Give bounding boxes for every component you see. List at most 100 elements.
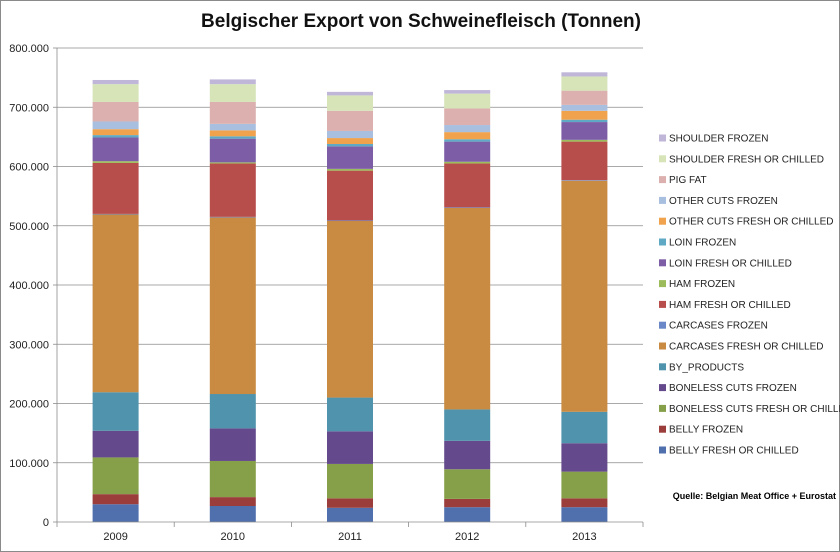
legend-swatch	[659, 363, 666, 371]
bar-segment	[561, 76, 608, 91]
bar-segment	[444, 125, 491, 133]
legend-swatch	[659, 134, 666, 142]
bar-segment	[444, 163, 491, 208]
bar-segment	[444, 409, 491, 441]
bar-segment	[92, 494, 139, 505]
bar-segment	[444, 507, 491, 522]
bar-segment	[327, 507, 373, 522]
legend-swatch	[659, 217, 666, 225]
bar-segment	[561, 90, 608, 105]
bar-segment	[561, 72, 608, 77]
bar-segment	[327, 168, 373, 171]
bar-segment	[561, 443, 608, 472]
legend-label: SHOULDER FRESH OR CHILLED	[669, 154, 824, 165]
bar-segment	[209, 130, 256, 137]
bar-segment	[92, 457, 139, 495]
bar-segment	[561, 507, 608, 522]
bar-segment	[444, 469, 491, 499]
y-tick-label: 600.000	[9, 162, 49, 174]
bar-segment	[92, 161, 139, 163]
legend-swatch	[659, 300, 666, 308]
y-tick-label: 300.000	[9, 339, 49, 351]
legend-swatch	[659, 404, 666, 412]
bar-segment	[327, 220, 373, 222]
bar-segment	[92, 137, 139, 162]
legend-swatch	[659, 321, 666, 329]
legend-label: SHOULDER FROZEN	[669, 134, 768, 145]
bar-segment	[444, 207, 491, 208]
bar-segment	[209, 497, 256, 507]
bar-segment	[209, 136, 256, 139]
bar-segment	[561, 122, 608, 140]
bar-segment	[92, 129, 139, 136]
bar-segment	[209, 217, 256, 395]
legend: BELLY FRESH OR CHILLED BELLY FROZEN BONELE…	[659, 134, 840, 457]
bar-segment	[209, 101, 256, 124]
bar-segment	[92, 121, 139, 130]
bar-segment	[561, 411, 608, 444]
legend-swatch	[659, 176, 666, 184]
x-tick-label: 2011	[338, 531, 362, 543]
bar-segment	[92, 79, 139, 85]
bar-segment	[327, 221, 373, 398]
x-tick-label: 2012	[455, 531, 479, 543]
bar-segment	[209, 216, 256, 218]
bar-segment	[444, 440, 491, 470]
chart-title: Belgischer Export von Schweinefleisch (T…	[201, 11, 641, 32]
y-axis-ticks: 0 100.000 200.000 300.000 400.000 500.000 600.…	[9, 43, 57, 529]
bar-segment	[327, 170, 373, 221]
legend-swatch	[659, 259, 666, 267]
legend-label: HAM FRESH OR CHILLED	[669, 300, 791, 311]
bar-segment	[327, 130, 373, 139]
bar-segment	[444, 108, 491, 126]
bar-segment	[561, 471, 608, 499]
bar-segment	[444, 207, 491, 410]
bars	[92, 72, 608, 522]
bar-segment	[92, 430, 139, 458]
legend-swatch	[659, 425, 666, 433]
legend-swatch	[659, 342, 666, 350]
bar-segment	[92, 392, 139, 431]
bar-segment	[561, 139, 608, 142]
bar-segment	[209, 428, 256, 461]
bar-segment	[444, 141, 491, 162]
bar-segment	[92, 504, 139, 522]
bar-segment	[327, 138, 373, 144]
legend-label: BY_PRODUCTS	[669, 362, 744, 373]
bar-segment	[561, 141, 608, 181]
bar-segment	[92, 84, 139, 102]
bar-segment	[561, 180, 608, 412]
legend-label: OTHER CUTS FROZEN	[669, 196, 778, 207]
y-tick-label: 0	[43, 517, 49, 529]
bar-segment	[327, 110, 373, 131]
bar-segment	[561, 110, 608, 120]
bar-segment	[444, 93, 491, 109]
legend-label: LOIN FRESH OR CHILLED	[669, 258, 792, 269]
bar-segment	[209, 506, 256, 522]
legend-label: OTHER CUTS FRESH OR CHILLED	[669, 217, 833, 228]
legend-label: PIG FAT	[669, 175, 707, 186]
bar-segment	[327, 463, 373, 499]
bar-segment	[209, 460, 256, 498]
bar-segment	[327, 143, 373, 147]
bar-segment	[209, 394, 256, 429]
legend-swatch	[659, 280, 666, 288]
bar-segment	[92, 213, 139, 215]
bar-segment	[561, 498, 608, 508]
bar-segment	[444, 498, 491, 508]
x-tick-label: 2009	[103, 531, 127, 543]
bar-segment	[92, 162, 139, 214]
legend-swatch	[659, 384, 666, 392]
legend-swatch	[659, 196, 666, 204]
legend-label: BELLY FRESH OR CHILLED	[669, 446, 799, 457]
x-tick-label: 2010	[221, 531, 245, 543]
bar-segment	[327, 95, 373, 111]
bar-segment	[209, 163, 256, 217]
bar-segment	[327, 431, 373, 464]
bar-segment	[209, 162, 256, 164]
legend-swatch	[659, 238, 666, 246]
x-tick-label: 2013	[572, 531, 596, 543]
y-tick-label: 500.000	[9, 221, 49, 233]
bar-segment	[444, 161, 491, 164]
bar-segment	[444, 90, 491, 94]
